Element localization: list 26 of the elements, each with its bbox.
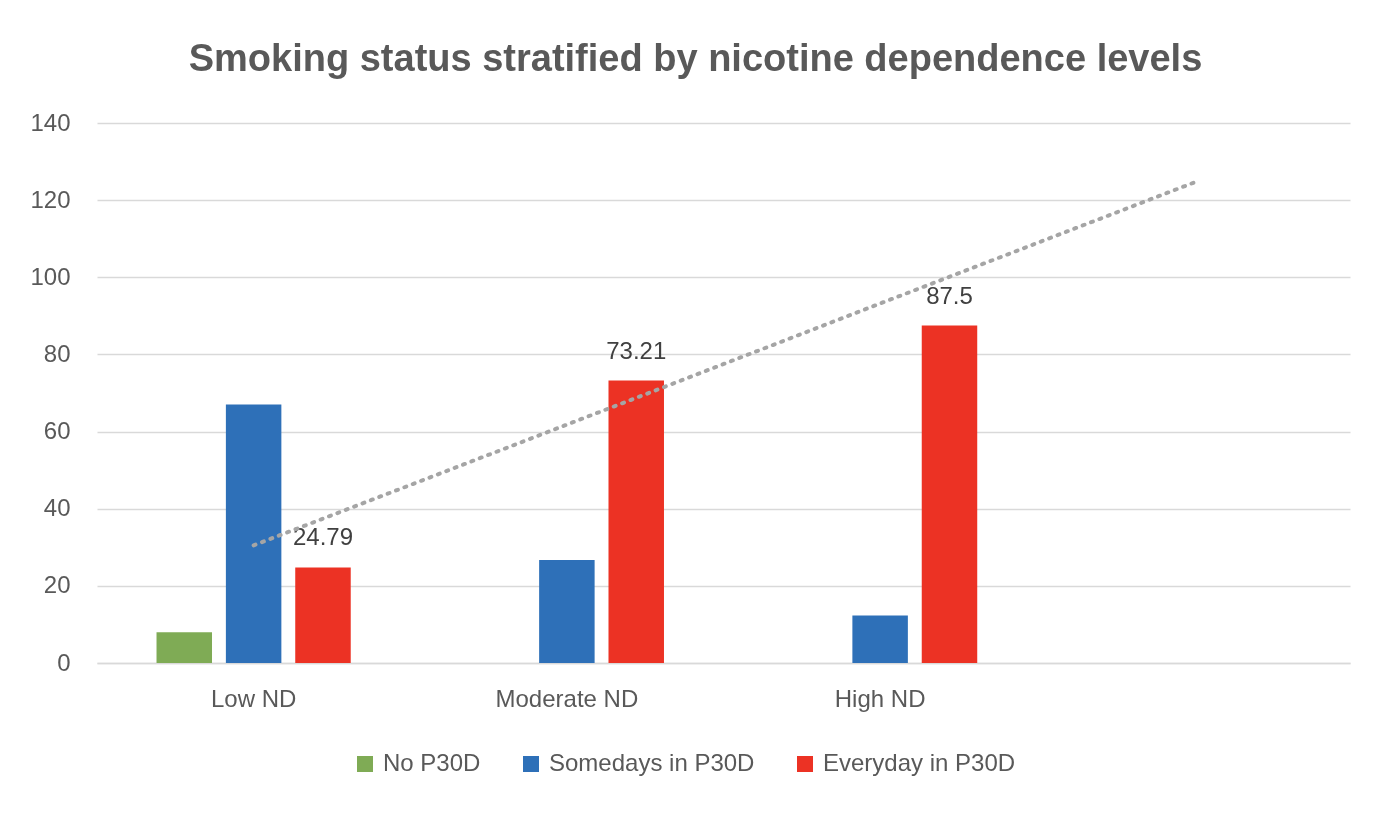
y-tick-label: 80 <box>43 339 71 367</box>
bar <box>608 380 664 663</box>
bar <box>539 560 595 663</box>
y-tick-label: 120 <box>30 185 71 213</box>
bar <box>921 325 978 663</box>
y-tick-label: 60 <box>43 417 71 445</box>
bar <box>156 632 213 663</box>
y-tick-label: 100 <box>30 262 71 290</box>
chart-title: Smoking status stratified by nicotine dependence levels <box>188 37 1203 79</box>
y-tick-label: 20 <box>43 571 71 599</box>
y-tick-label: 0 <box>57 648 71 676</box>
bar <box>295 567 351 663</box>
data-label: 73.21 <box>606 336 667 364</box>
legend-label: Everyday in P30D <box>823 749 1016 776</box>
x-tick-label: High ND <box>834 684 926 712</box>
legend-label: No P30D <box>383 749 481 776</box>
legend-label: Somedays in P30D <box>549 749 755 776</box>
data-label: 87.5 <box>926 281 973 309</box>
y-tick-label: 40 <box>43 494 71 522</box>
y-tick-label: 140 <box>30 108 71 136</box>
bar <box>852 615 908 663</box>
x-tick-label: Moderate ND <box>495 684 639 712</box>
bar <box>225 404 282 663</box>
line-series <box>251 180 1196 548</box>
data-label: 24.79 <box>292 523 354 551</box>
x-tick-label: Low ND <box>210 684 297 712</box>
